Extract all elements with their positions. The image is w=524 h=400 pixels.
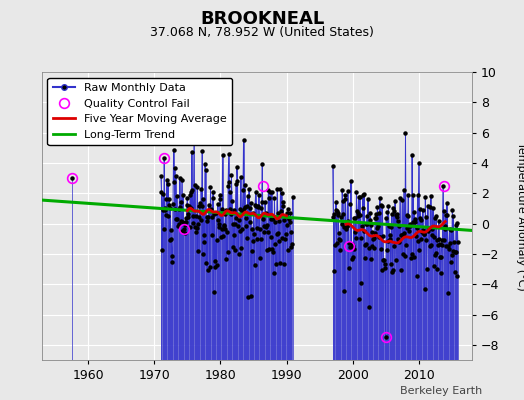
Y-axis label: Temperature Anomaly (°C): Temperature Anomaly (°C) xyxy=(516,142,524,290)
Text: 37.068 N, 78.952 W (United States): 37.068 N, 78.952 W (United States) xyxy=(150,26,374,39)
Text: BROOKNEAL: BROOKNEAL xyxy=(200,10,324,28)
Legend: Raw Monthly Data, Quality Control Fail, Five Year Moving Average, Long-Term Tren: Raw Monthly Data, Quality Control Fail, … xyxy=(48,78,233,145)
Text: Berkeley Earth: Berkeley Earth xyxy=(400,386,482,396)
